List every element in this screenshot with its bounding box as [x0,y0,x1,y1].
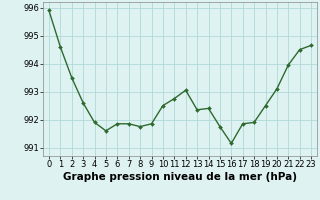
X-axis label: Graphe pression niveau de la mer (hPa): Graphe pression niveau de la mer (hPa) [63,172,297,182]
